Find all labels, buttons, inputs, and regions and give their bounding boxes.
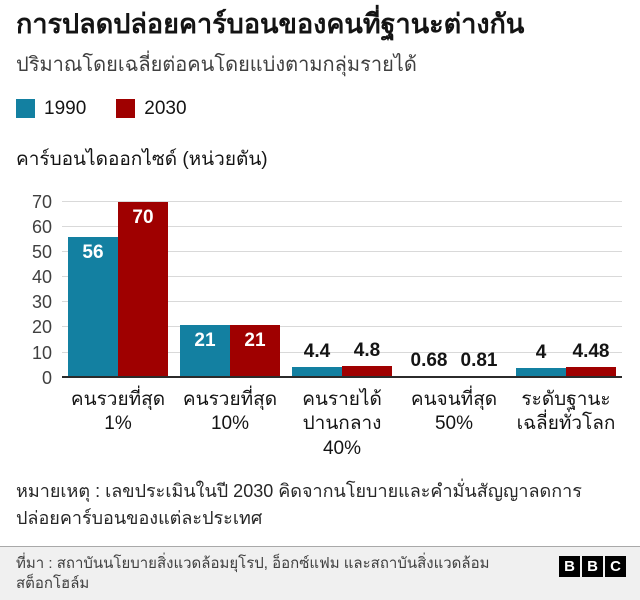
bar-group: 56 70 [62,201,174,378]
plot-area: 56 70 21 21 4.4 4.8 0.68 0.81 4 4.48 [62,200,622,378]
x-category-label: คนจนที่สุด 50% [410,388,498,435]
bar-chart: 56 70 21 21 4.4 4.8 0.68 0.81 4 4.48 0 10 20 30 40 50 6… [16,192,624,388]
y-tick-label: 60 [31,216,52,237]
bar-group: 4.4 4.8 [286,202,398,378]
chart-bar-1990: 4 [516,342,566,378]
bar-value-label: 21 [194,329,216,351]
bar-group: 0.68 0.81 [398,202,510,378]
legend-item-1990: 1990 [16,98,86,120]
legend-item-2030: 2030 [116,97,187,120]
bar-value-label: 56 [82,241,104,263]
chart-bar-2030: 4.48 [566,341,616,378]
chart-legend: 1990 2030 [16,98,624,120]
grid-line [62,200,622,202]
grid-line [62,326,622,328]
chart-subtitle: ปริมาณโดยเฉลี่ยต่อคนโดยแบ่งตามกลุ่มรายได… [16,53,417,76]
x-category-label: คนรวยที่สุด 1% [70,388,166,435]
bar-value-label: 4.48 [572,340,610,362]
x-axis-labels: คนรวยที่สุด 1% คนรวยที่สุด 10% คนรายได้ ปา… [62,388,622,462]
y-axis-title: คาร์บอนไดออกไซด์ (หน่วยตัน) [16,148,268,170]
bar-value-label: 0.81 [460,349,498,371]
bar-value-label: 0.68 [410,349,448,371]
bbc-logo-block: C [605,556,626,577]
chart-bar-2030: 21 [230,324,280,378]
bbc-logo-block: B [582,556,603,577]
grid-line [62,351,622,353]
bar-value-label: 70 [132,206,154,228]
y-tick-label: 70 [31,191,52,212]
x-category-label: คนรายได้ ปานกลาง 40% [302,388,382,460]
y-tick-label: 40 [31,267,52,288]
grid-line [62,276,622,278]
legend-label-1990: 1990 [44,97,87,119]
chart-bar-2030: 4.8 [342,340,392,378]
bar-value-label: 21 [244,329,266,351]
footnote: หมายเหตุ : เลขประเมินในปี 2030 คิดจากนโย… [16,480,582,528]
bar-group: 21 21 [174,202,286,378]
legend-label-2030: 2030 [144,97,187,119]
chart-bar-1990: 4.4 [292,341,342,378]
bbc-logo: B B C [559,556,626,577]
chart-bar-2030: 70 [118,201,168,378]
y-tick-label: 20 [31,317,52,338]
y-tick-label: 30 [31,292,52,313]
source-footer: ที่มา : สถาบันนโยบายสิ่งแวดล้อมยุโรป, อ็… [0,546,640,600]
bar-groups: 56 70 21 21 4.4 4.8 0.68 0.81 4 4.48 [62,201,622,378]
y-tick-label: 0 [41,367,52,388]
grid-line [62,301,622,303]
x-category-label: ระดับฐานะ เฉลี่ยทั่วโลก [516,388,616,435]
legend-swatch-1990 [16,99,35,119]
legend-swatch-2030 [116,99,136,119]
grid-line [62,225,622,227]
x-axis-line [62,375,622,378]
chart-bar-1990: 56 [68,236,118,378]
bar-group: 4 4.48 [510,202,622,378]
chart-bar-1990: 21 [180,324,230,378]
bar-value-label: 4.8 [353,339,381,361]
chart-content: การปลดปล่อยคาร์บอนของคนที่ฐานะต่างกัน ปร… [16,9,624,528]
y-tick-label: 10 [31,342,52,363]
bar-value-label: 4 [535,341,547,363]
bbc-logo-block: B [559,556,580,577]
bar-value-label: 4.4 [303,340,331,362]
source-text: ที่มา : สถาบันนโยบายสิ่งแวดล้อมยุโรป, อ็… [16,555,490,593]
grid-line [62,251,622,253]
page-title: การปลดปล่อยคาร์บอนของคนที่ฐานะต่างกัน [16,9,525,39]
y-tick-label: 50 [31,242,52,263]
x-category-label: คนรวยที่สุด 10% [182,388,278,435]
